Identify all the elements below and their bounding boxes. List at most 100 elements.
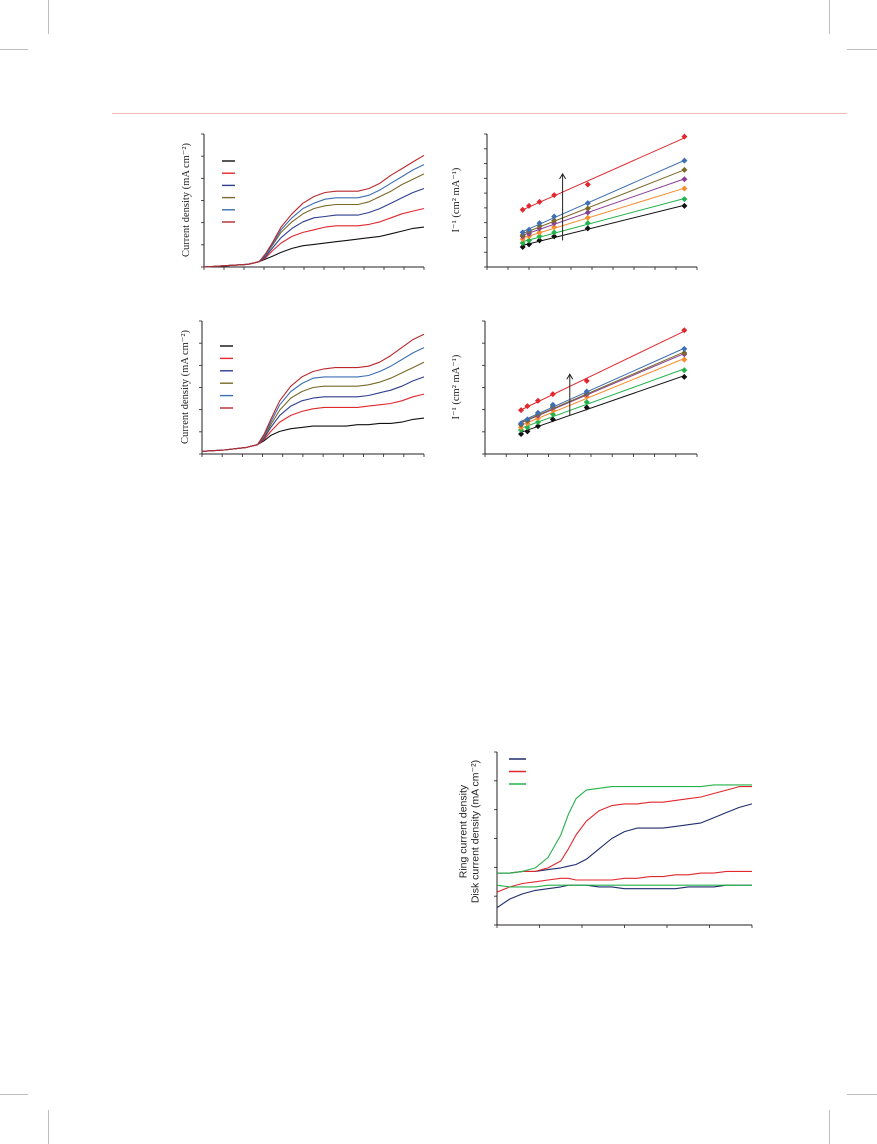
b_right-fit-line-6 bbox=[520, 330, 685, 411]
rrde-axes bbox=[494, 751, 753, 928]
b_right-fit-line-4 bbox=[520, 351, 685, 423]
b_right-trend-arrowhead bbox=[566, 373, 574, 380]
crop-mark-top-left-v bbox=[48, 0, 49, 34]
crop-mark-top-right-v bbox=[829, 0, 830, 34]
a_right-fit-line-6 bbox=[522, 137, 685, 211]
a-right-ylabel: I⁻¹ (cm² mA⁻¹) bbox=[451, 167, 462, 233]
a_right-point bbox=[584, 220, 591, 227]
a_right-point bbox=[551, 192, 558, 199]
a_right-point bbox=[681, 185, 688, 192]
rrde-series-line-0 bbox=[497, 803, 753, 874]
rrde-series-group bbox=[496, 784, 753, 909]
a_left-series-line-4 bbox=[203, 164, 425, 268]
b_right-point bbox=[549, 416, 556, 423]
a_left-series-line-3 bbox=[203, 173, 425, 268]
rrde-series-line-3 bbox=[496, 884, 752, 909]
a_right-point bbox=[551, 224, 558, 231]
b_right-fit-line-3 bbox=[520, 353, 685, 424]
b_right-series-group bbox=[518, 327, 688, 438]
a_right-point bbox=[584, 200, 591, 207]
crop-mark-bottom-right-h bbox=[847, 1094, 877, 1095]
b_right-point bbox=[524, 416, 531, 423]
b_left-legend bbox=[220, 345, 233, 409]
a_right-point bbox=[519, 244, 526, 251]
rrde-legend bbox=[509, 758, 526, 785]
a_right-point bbox=[584, 214, 591, 221]
a_right-fit-line-4 bbox=[522, 169, 685, 235]
a-left-ylabel: Current density (mA cm⁻²) bbox=[181, 143, 192, 257]
b_right-point bbox=[524, 424, 531, 431]
a_right-point bbox=[584, 181, 591, 188]
rrde-ylabel-line2: Disk current density (mA cm⁻²) bbox=[469, 759, 481, 904]
b_right-fit-line-1 bbox=[520, 368, 685, 429]
b_right-axes bbox=[482, 320, 698, 457]
a_right-point bbox=[584, 225, 591, 232]
a_left-series-group bbox=[203, 154, 425, 268]
b_right-point bbox=[535, 409, 541, 416]
crop-mark-top-left-h bbox=[0, 49, 28, 50]
b_left-series-group bbox=[201, 333, 425, 452]
crop-mark-top-right-h bbox=[847, 49, 877, 50]
a_right-point bbox=[519, 240, 526, 247]
a_right-point bbox=[536, 229, 543, 236]
a_right-fit-line-3 bbox=[522, 178, 685, 236]
header-rule bbox=[112, 113, 847, 114]
a_right-point bbox=[681, 196, 688, 203]
rrde-ylabel-line1: Ring current density bbox=[457, 784, 470, 879]
a_right-point bbox=[526, 226, 532, 233]
b_right-fit-line-5 bbox=[520, 347, 685, 422]
a_right-point bbox=[536, 233, 543, 240]
b_right-point bbox=[583, 404, 590, 411]
b_right-point bbox=[518, 420, 525, 427]
crop-mark-bottom-left-h bbox=[0, 1094, 28, 1095]
a_right-point bbox=[536, 220, 543, 227]
b_right-point bbox=[583, 388, 590, 395]
a_right-fit-line-1 bbox=[522, 198, 685, 243]
b_right-point bbox=[681, 345, 688, 352]
rrde-series-line-5 bbox=[496, 884, 752, 888]
rrde-series-line-1 bbox=[497, 786, 752, 874]
crop-mark-bottom-left-v bbox=[48, 1110, 49, 1144]
b_right-point bbox=[681, 356, 688, 363]
b_left-series-line-1 bbox=[201, 393, 425, 452]
b_right-point bbox=[583, 399, 590, 406]
b_left-series-line-5 bbox=[201, 333, 425, 452]
a_right-point bbox=[681, 133, 688, 140]
rrde-ylabel: Ring current density Disk current densit… bbox=[457, 742, 481, 922]
b_right-point bbox=[681, 367, 688, 374]
a_right-point bbox=[681, 157, 688, 164]
a_right-point bbox=[551, 233, 558, 240]
b_right-point bbox=[518, 431, 525, 438]
a_right-fit-line-0 bbox=[522, 204, 685, 246]
a_right-point bbox=[681, 176, 688, 183]
a_left-series-line-0 bbox=[203, 226, 425, 268]
b_right-fit-line-0 bbox=[520, 375, 685, 433]
b_right-point bbox=[524, 403, 531, 410]
b_left-series-line-0 bbox=[201, 417, 425, 452]
a_right-point bbox=[584, 205, 591, 212]
b_right-point bbox=[549, 391, 556, 398]
a_right-point bbox=[519, 206, 526, 213]
a_right-point bbox=[584, 209, 591, 216]
b_left-series-line-3 bbox=[201, 361, 425, 452]
a_left-series-line-5 bbox=[203, 154, 425, 268]
a_left-series-line-2 bbox=[203, 187, 425, 268]
b-left-ylabel: Current density (mA cm⁻²) bbox=[180, 330, 191, 444]
a_right-point bbox=[681, 202, 688, 209]
b_right-point bbox=[535, 419, 541, 426]
b_right-point bbox=[681, 349, 688, 356]
b_right-point bbox=[535, 397, 541, 404]
a_left-axes bbox=[201, 133, 425, 270]
b_right-point bbox=[518, 407, 525, 414]
a_right-point bbox=[536, 198, 543, 205]
b_right-point bbox=[583, 377, 590, 384]
crop-mark-bottom-right-v bbox=[829, 1110, 830, 1144]
b_left-series-line-4 bbox=[201, 347, 425, 452]
a_right-fit-line-2 bbox=[522, 187, 685, 239]
b_right-point bbox=[549, 401, 556, 408]
a_right-point bbox=[536, 237, 543, 244]
b_right-point bbox=[681, 373, 688, 380]
b_right-point bbox=[681, 327, 688, 334]
b_right-point bbox=[524, 428, 531, 435]
